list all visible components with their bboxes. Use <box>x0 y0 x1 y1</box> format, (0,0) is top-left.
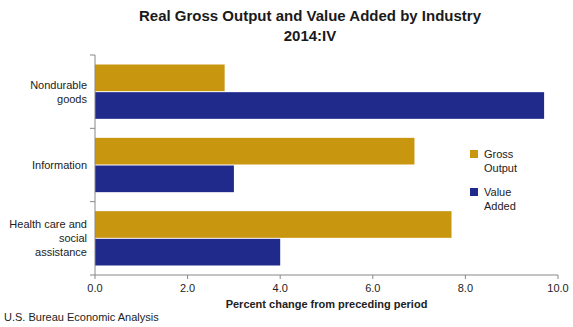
bars <box>95 65 544 266</box>
x-tick <box>465 275 466 279</box>
x-tick-label: 2.0 <box>180 282 195 294</box>
text-line: assistance <box>35 246 87 258</box>
x-tick <box>187 275 188 279</box>
category-label: Nondurable goods <box>30 79 87 105</box>
text-line: Gross <box>484 148 514 160</box>
x-tick <box>95 275 96 279</box>
x-tick-label: 10.0 <box>547 282 568 294</box>
text-line: goods <box>57 93 87 105</box>
x-label: Percent change from preceding period <box>226 298 428 310</box>
x-tick-label: 8.0 <box>458 282 473 294</box>
y-axis <box>95 55 96 275</box>
x-tick-label: 4.0 <box>273 282 288 294</box>
text-line: Output <box>484 162 517 174</box>
x-axis <box>95 275 558 276</box>
text-line: Health care and <box>9 218 87 230</box>
y-tick <box>90 201 95 202</box>
subtitle: 2014:IV <box>284 27 337 44</box>
bar <box>95 239 280 266</box>
bar <box>95 65 225 92</box>
source: U.S. Bureau Economic Analysis <box>4 311 159 323</box>
category-label: Health care and social assistance <box>9 218 87 258</box>
text-line: social <box>59 232 87 244</box>
text-line: Information <box>32 159 87 171</box>
x-tick <box>372 275 373 279</box>
x-tick <box>558 275 559 279</box>
legend-swatch <box>470 188 478 196</box>
bar <box>95 138 414 165</box>
bar <box>95 166 234 193</box>
bar <box>95 92 544 119</box>
bar <box>95 211 452 238</box>
legend-label: Gross Output <box>484 148 517 174</box>
chart: Real Gross Output and Value Added by Ind… <box>0 0 573 327</box>
y-tick <box>90 128 95 129</box>
legend-label: Value Added <box>484 186 516 212</box>
legend-swatch <box>470 150 478 158</box>
y-tick <box>90 55 95 56</box>
x-tick-label: 0.0 <box>87 282 102 294</box>
text-line: Nondurable <box>30 79 87 91</box>
title: Real Gross Output and Value Added by Ind… <box>139 7 482 24</box>
category-label: Information <box>32 159 87 171</box>
x-tick-label: 6.0 <box>365 282 380 294</box>
x-tick <box>280 275 281 279</box>
y-tick <box>90 275 95 276</box>
text-line: Value <box>484 186 511 198</box>
text-line: Added <box>484 200 516 212</box>
